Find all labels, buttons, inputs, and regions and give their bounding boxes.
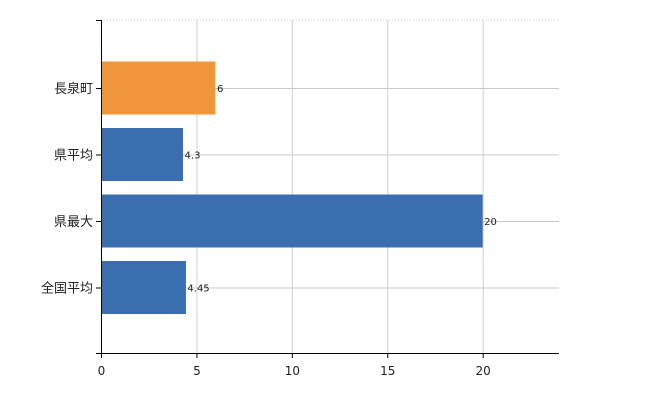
- category-label-2: 県最大: [54, 215, 93, 230]
- data-label-0: 6: [217, 84, 223, 95]
- x-tick-label-0: 0: [98, 364, 106, 378]
- x-tick-label-20: 20: [476, 364, 491, 378]
- category-label-3: 全国平均: [41, 281, 93, 297]
- axes: [96, 20, 559, 358]
- category-label-1: 県平均: [54, 149, 93, 164]
- bar-1: [102, 128, 184, 181]
- x-tick-label-15: 15: [380, 364, 395, 378]
- grid: [101, 19, 559, 353]
- x-tick-label-10: 10: [285, 364, 300, 378]
- bar-3: [102, 261, 186, 314]
- data-label-3: 4.45: [187, 284, 209, 295]
- data-label-2: 20: [484, 217, 497, 228]
- x-tick-label-5: 5: [193, 364, 201, 378]
- bar-2: [102, 194, 483, 248]
- category-label-0: 長泉町: [54, 81, 93, 97]
- data-label-1: 4.3: [185, 151, 201, 162]
- bar-0: [102, 61, 216, 115]
- bars: [102, 61, 483, 314]
- labels: 6 長泉町 4.3 県平均 20 県最大 4.45 全国平均 0 5 10 15 20: [41, 81, 497, 378]
